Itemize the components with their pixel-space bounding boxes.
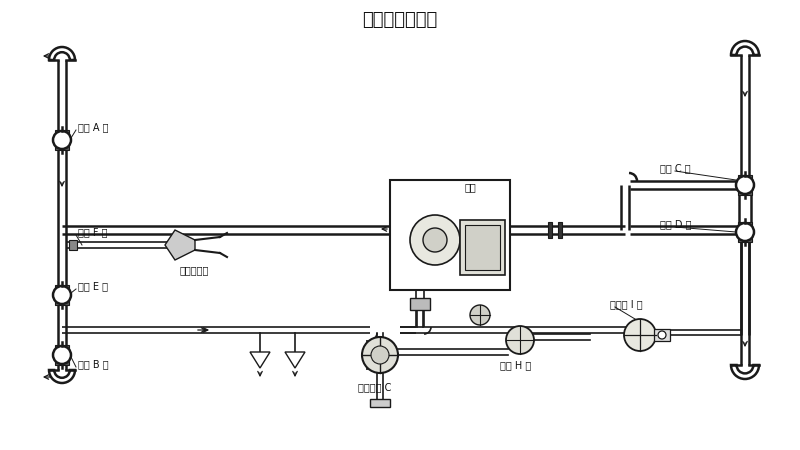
Text: 球阀 B 开: 球阀 B 开 — [78, 359, 109, 369]
Circle shape — [362, 337, 398, 373]
Circle shape — [53, 346, 71, 364]
Bar — [654, 329, 670, 341]
Text: 球阀 A 开: 球阀 A 开 — [78, 122, 109, 132]
Text: 球阀 E 开: 球阀 E 开 — [78, 281, 108, 291]
Bar — [558, 222, 562, 238]
Bar — [460, 220, 505, 275]
Circle shape — [658, 331, 666, 339]
Circle shape — [53, 286, 71, 304]
Text: 球阀 F 关: 球阀 F 关 — [78, 227, 107, 237]
Bar — [69, 240, 77, 250]
Circle shape — [53, 131, 71, 149]
Bar — [738, 222, 752, 227]
Circle shape — [371, 346, 389, 364]
Bar — [55, 130, 69, 135]
Circle shape — [410, 215, 460, 265]
Bar — [738, 237, 752, 242]
Circle shape — [423, 228, 447, 252]
Text: 洒水、浇灌花木: 洒水、浇灌花木 — [362, 11, 438, 29]
Text: 消防栓 I 关: 消防栓 I 关 — [610, 299, 642, 309]
Circle shape — [470, 305, 490, 325]
Text: 水泵: 水泵 — [465, 182, 477, 192]
Text: 球阀 H 关: 球阀 H 关 — [500, 360, 531, 370]
Circle shape — [624, 319, 656, 351]
Wedge shape — [49, 47, 75, 60]
Bar — [390, 180, 510, 290]
Wedge shape — [731, 41, 759, 55]
Text: 球阀 D 开: 球阀 D 开 — [660, 219, 691, 229]
Wedge shape — [731, 365, 759, 379]
Bar — [55, 300, 69, 305]
Text: 球阀 C 开: 球阀 C 开 — [660, 163, 690, 173]
Bar — [370, 399, 390, 407]
Bar — [738, 190, 752, 195]
Polygon shape — [165, 230, 195, 260]
Polygon shape — [285, 352, 305, 368]
Text: 洒水炮出口: 洒水炮出口 — [180, 265, 210, 275]
Bar — [465, 225, 500, 270]
Polygon shape — [250, 352, 270, 368]
Text: 三通球阀 C: 三通球阀 C — [358, 382, 391, 392]
Bar — [55, 345, 69, 350]
Wedge shape — [49, 370, 75, 383]
Circle shape — [736, 176, 754, 194]
Bar — [55, 360, 69, 365]
Bar — [55, 285, 69, 290]
Bar — [548, 222, 552, 238]
Circle shape — [736, 223, 754, 241]
Bar — [410, 298, 430, 310]
Bar — [738, 175, 752, 180]
Bar — [739, 189, 751, 228]
Bar — [55, 145, 69, 150]
Circle shape — [506, 326, 534, 354]
